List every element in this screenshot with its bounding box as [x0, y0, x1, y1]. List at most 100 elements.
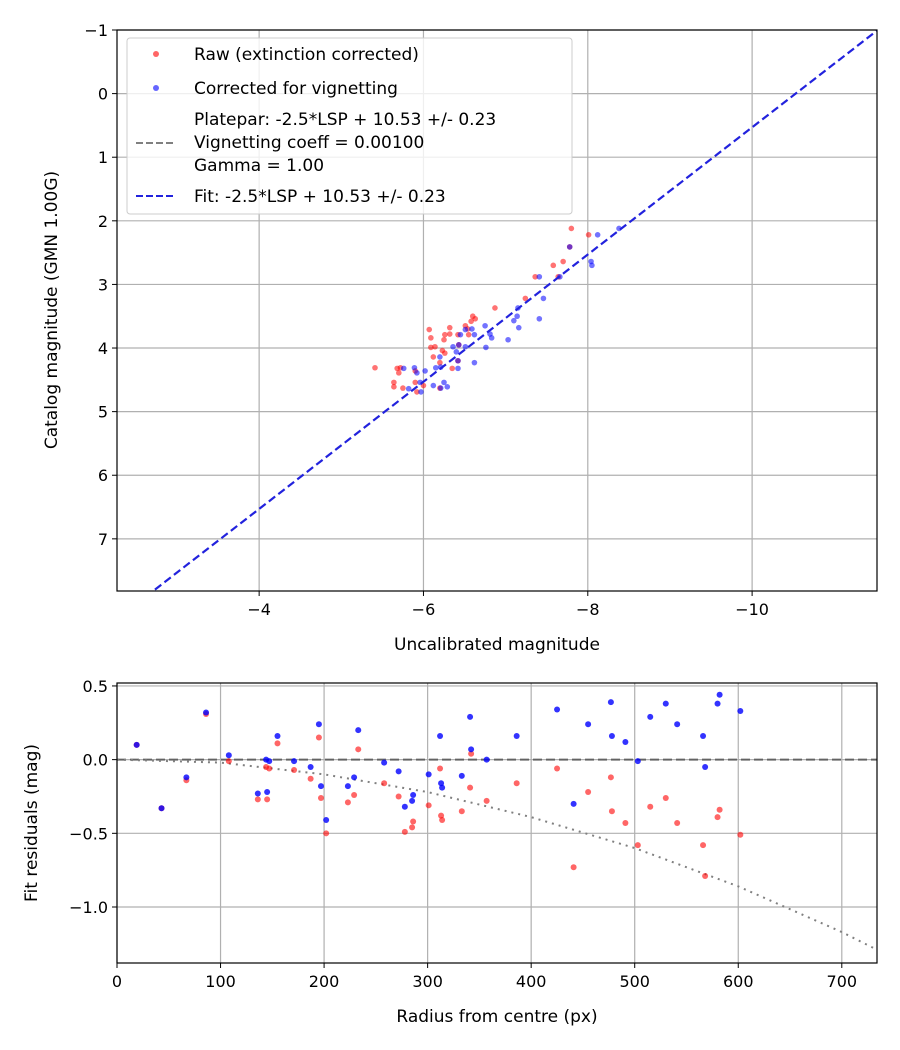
raw-point — [414, 389, 420, 395]
y-axis-label: Catalog magnitude (GMN 1.00G) — [42, 171, 62, 449]
raw-residual-point — [714, 814, 721, 821]
raw-point — [391, 379, 397, 386]
legend-box — [126, 37, 573, 215]
raw-point — [400, 385, 406, 391]
raw-point — [396, 370, 402, 376]
raw-residual-point — [344, 799, 351, 806]
corrected-residual-point — [183, 774, 190, 781]
corrected-residual-point — [307, 764, 314, 770]
raw-residual-point — [307, 775, 314, 782]
raw-point — [560, 258, 566, 265]
legend-label-raw: Raw (extinction corrected) — [194, 45, 419, 65]
raw-residual-point — [554, 765, 561, 772]
plot-frame — [116, 682, 878, 964]
corrected-point — [441, 379, 447, 386]
raw-residual-point — [395, 793, 402, 800]
raw-residual-point — [317, 794, 324, 801]
raw-residual-point — [439, 817, 446, 824]
corrected-residual-point — [674, 721, 681, 728]
legend-label-gamma: Gamma = 1.00 — [194, 156, 324, 176]
raw-point — [412, 379, 419, 386]
corrected-point — [462, 343, 469, 350]
corrected-residual-point — [647, 713, 654, 720]
raw-residual-point — [467, 784, 474, 791]
raw-residual-point — [674, 820, 681, 826]
x-tick-label: 400 — [516, 972, 547, 991]
corrected-point — [511, 317, 517, 324]
x-tick-label: 0 — [112, 972, 122, 991]
corrected-point — [455, 357, 461, 364]
raw-point — [432, 343, 438, 350]
raw-residual-point — [662, 794, 669, 801]
raw-point — [428, 344, 434, 351]
plot-frame — [116, 29, 878, 592]
x-tick-label: 100 — [205, 972, 236, 991]
raw-residual-point — [410, 818, 417, 825]
raw-point — [441, 336, 447, 343]
corrected-point — [400, 365, 407, 372]
x-axis-label: Radius from centre (px) — [396, 1007, 597, 1027]
corrected-point — [411, 364, 418, 371]
corrected-point — [455, 342, 462, 348]
raw-residual-point — [700, 842, 707, 849]
raw-residual-point — [513, 780, 520, 787]
corrected-residual-point — [702, 764, 709, 770]
corrected-point — [405, 385, 412, 392]
corrected-residual-point — [410, 792, 417, 798]
raw-residual-point — [702, 873, 709, 880]
y-tick-label: 6 — [98, 466, 108, 485]
raw-residual-point — [634, 842, 641, 849]
raw-point — [550, 262, 557, 269]
corrected-residual-point — [254, 790, 261, 797]
raw-point — [442, 350, 448, 356]
residuals-chart: 0 100 200 300 400 500 600 700 0.5 0.0 −0.5 −1.0 Rad… — [22, 677, 878, 1027]
raw-residual-point — [291, 766, 298, 773]
y-tick-label: 2 — [98, 212, 108, 231]
corrected-point — [566, 244, 573, 250]
y-tick-label: 5 — [98, 403, 108, 422]
corrected-residual-point — [395, 768, 402, 775]
corrected-point — [471, 331, 478, 338]
corrected-point — [462, 326, 469, 333]
raw-residual-point — [323, 830, 330, 837]
y-tick-label: −1.0 — [69, 898, 108, 917]
raw-residual-point — [381, 780, 388, 787]
x-tick-label: 600 — [723, 972, 754, 991]
corrected-point — [437, 354, 443, 360]
corrected-point — [589, 262, 595, 269]
corrected-residual-point — [409, 797, 416, 804]
raw-residual-point — [274, 740, 281, 747]
raw-point — [465, 331, 472, 338]
corrected-point — [422, 368, 428, 374]
raw-residual-point — [315, 734, 322, 741]
y-axis-label: Fit residuals (mag) — [22, 744, 42, 902]
x-tick-label: 700 — [827, 972, 858, 991]
corrected-residual-point — [401, 803, 408, 810]
x-tick-label: −6 — [412, 600, 436, 619]
corrected-point — [444, 384, 451, 390]
x-tick-label: 200 — [309, 972, 340, 991]
corrected-residual-point — [225, 752, 232, 759]
legend-label-platepar: Platepar: -2.5*LSP + 10.53 +/- 0.23 — [194, 110, 496, 130]
raw-residual-point — [351, 792, 358, 798]
corrected-point — [418, 389, 424, 395]
legend-marker-raw — [153, 51, 159, 57]
legend: Raw (extinction corrected) Corrected for… — [126, 37, 573, 215]
corrected-residual-point — [554, 706, 561, 713]
raw-point — [372, 364, 378, 371]
corrected-residual-point — [737, 708, 744, 714]
corrected-residual-point — [622, 738, 629, 745]
corrected-residual-point — [203, 709, 210, 716]
x-tick-label: −10 — [735, 600, 769, 619]
raw-point — [449, 365, 456, 372]
y-tick-label: 1 — [98, 148, 108, 167]
corrected-point — [483, 344, 489, 351]
raw-point — [391, 384, 397, 390]
raw-residual-point — [355, 746, 362, 753]
raw-residual-point — [437, 765, 444, 772]
y-tick-label: −1 — [84, 21, 108, 40]
plot-area — [117, 683, 877, 963]
corrected-residual-point — [483, 756, 490, 763]
